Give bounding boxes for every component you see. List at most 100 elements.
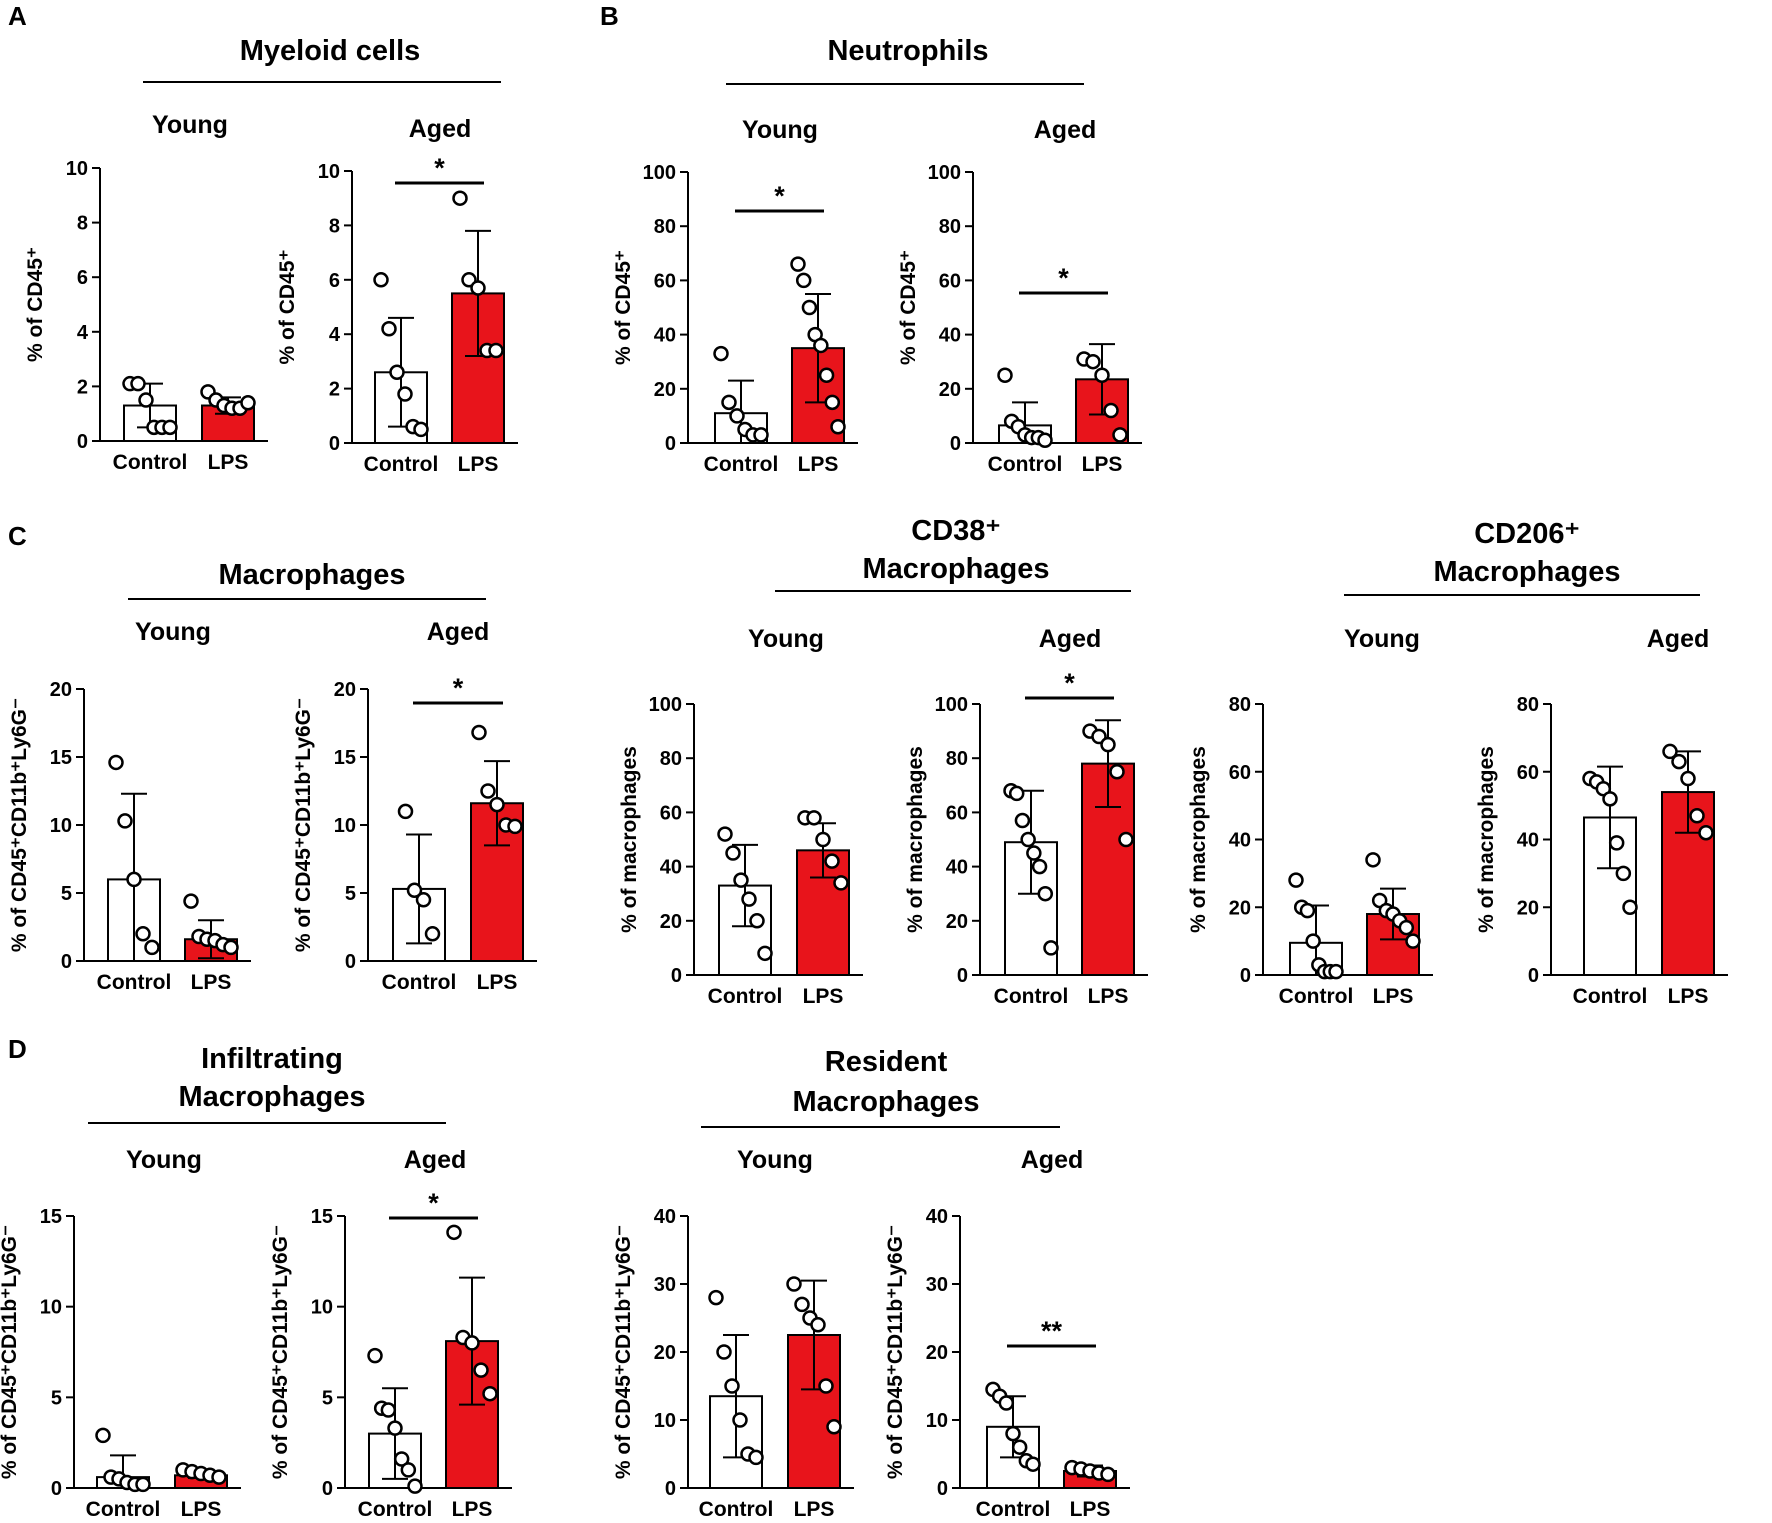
y-axis-label: % of CD45⁺CD11b⁺Ly6G⁻ [8, 698, 31, 952]
data-point [824, 394, 841, 411]
y-tick-label: 10 [334, 815, 356, 837]
x-tick-label: Control [358, 1498, 433, 1521]
x-tick-label: Control [704, 453, 779, 476]
y-tick-label: 10 [318, 161, 340, 183]
data-point [489, 796, 505, 813]
x-tick-label: Control [699, 1498, 774, 1521]
data-point [725, 845, 741, 861]
chart: Aged 0 10 20 30 40 % of CD45⁺CD11b⁺Ly6G⁻ Contro… [884, 1146, 1130, 1521]
data-point [397, 803, 414, 820]
data-point [223, 939, 239, 956]
data-point [1100, 736, 1116, 753]
data-point [786, 1276, 802, 1292]
y-tick-label: 40 [654, 325, 676, 347]
x-tick-label: LPS [1082, 453, 1123, 476]
data-point [117, 813, 133, 829]
data-point [1698, 824, 1714, 841]
data-point [818, 367, 835, 383]
data-point [748, 1449, 764, 1466]
y-tick-label: 20 [1229, 897, 1251, 919]
y-tick-label: 10 [66, 158, 88, 180]
data-point [488, 342, 504, 359]
data-point [1680, 770, 1696, 787]
y-tick-label: 80 [1517, 694, 1539, 716]
x-tick-label: Control [113, 451, 188, 474]
data-point [415, 892, 432, 908]
significance-label: ** [1041, 1316, 1063, 1346]
y-tick-label: 10 [926, 1410, 948, 1432]
data-point [211, 1469, 227, 1485]
data-point [471, 724, 487, 741]
y-axis-label: % of CD45⁺ [897, 250, 920, 365]
data-point [1025, 1456, 1041, 1472]
data-point [1014, 812, 1031, 829]
data-point [732, 1412, 748, 1428]
y-tick-label: 0 [1528, 965, 1539, 987]
data-point [367, 1347, 383, 1364]
y-tick-label: 40 [660, 857, 682, 879]
y-tick-label: 60 [654, 270, 676, 292]
x-tick-label: Control [976, 1498, 1051, 1521]
group-title: Aged [1021, 1146, 1084, 1174]
chart: Aged 0 20 40 60 80 100 % of macrophages Control L… [904, 625, 1148, 1008]
chart: Young 0 5 10 15 % of CD45⁺CD11b⁺Ly6G⁻ Control L… [0, 1146, 241, 1521]
y-axis-label: % of CD45⁺CD11b⁺Ly6G⁻ [269, 1225, 292, 1479]
panel-letter: C [8, 521, 27, 551]
data-point [424, 926, 441, 942]
x-tick-label: LPS [477, 971, 518, 994]
y-tick-label: 0 [61, 951, 72, 973]
panel-title: Macrophages [179, 1081, 366, 1113]
y-tick-label: 80 [660, 748, 682, 770]
y-tick-label: 5 [51, 1387, 62, 1409]
y-tick-label: 4 [329, 324, 341, 346]
data-point [240, 395, 256, 411]
data-point [1689, 808, 1705, 824]
y-tick-label: 60 [939, 270, 961, 292]
x-tick-label: LPS [1668, 985, 1709, 1008]
x-tick-label: LPS [794, 1498, 835, 1521]
y-tick-label: 40 [939, 325, 961, 347]
group-title: Aged [1034, 116, 1097, 144]
chart: Young 0 5 10 15 20 % of CD45⁺CD11b⁺Ly6G⁻ Contro… [8, 618, 251, 994]
x-tick-label: Control [86, 1498, 161, 1521]
y-tick-label: 60 [660, 802, 682, 824]
x-tick-label: LPS [1373, 985, 1414, 1008]
x-tick-label: Control [1573, 985, 1648, 1008]
x-tick-label: LPS [1088, 985, 1129, 1008]
y-tick-label: 8 [77, 213, 88, 235]
y-tick-label: 100 [649, 694, 682, 716]
y-tick-label: 80 [654, 216, 676, 238]
data-point [824, 853, 840, 869]
y-tick-label: 0 [671, 965, 682, 987]
y-tick-label: 100 [935, 694, 968, 716]
y-tick-label: 0 [957, 965, 968, 987]
data-point [1103, 402, 1119, 419]
x-tick-label: LPS [191, 971, 232, 994]
data-point [818, 1378, 834, 1394]
data-point [1288, 872, 1304, 888]
y-tick-label: 15 [40, 1206, 62, 1228]
y-axis-label: % of CD45⁺ [276, 250, 299, 365]
x-tick-label: Control [988, 453, 1063, 476]
data-point [815, 831, 831, 848]
y-tick-label: 8 [329, 215, 340, 237]
x-tick-label: Control [994, 985, 1069, 1008]
data-point [708, 1289, 724, 1306]
y-tick-label: 80 [946, 748, 968, 770]
data-point [507, 818, 523, 835]
data-point [1085, 353, 1101, 370]
data-point [1037, 432, 1053, 449]
y-axis-label: % of CD45⁺CD11b⁺Ly6G⁻ [884, 1225, 907, 1479]
data-point [1026, 845, 1042, 861]
panel-title: Resident [825, 1046, 948, 1078]
data-point [1405, 933, 1421, 949]
x-tick-label: Control [364, 453, 439, 476]
y-axis-label: % of macrophages [904, 746, 927, 933]
data-point [1398, 919, 1415, 936]
data-point [470, 280, 486, 296]
x-tick-label: LPS [208, 451, 249, 474]
y-tick-label: 20 [946, 911, 968, 933]
data-point [413, 421, 429, 438]
data-point [135, 1476, 151, 1493]
data-point [806, 810, 822, 826]
